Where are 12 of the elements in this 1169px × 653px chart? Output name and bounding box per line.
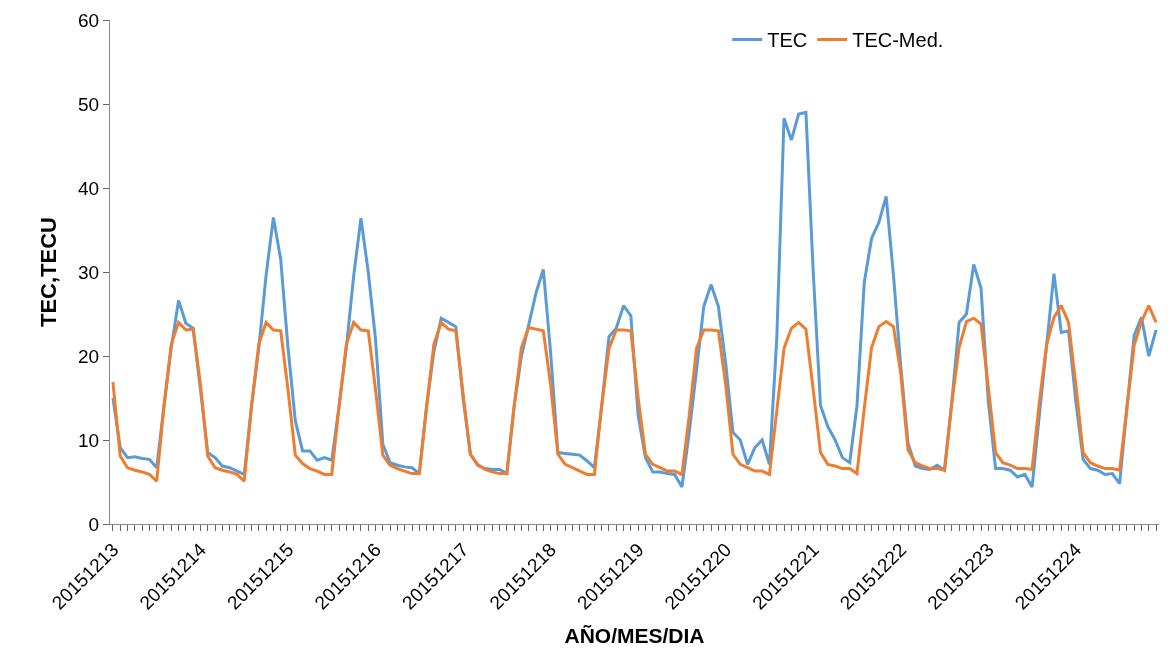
legend-label: TEC-Med. (852, 29, 944, 52)
legend-label: TEC (767, 29, 808, 52)
line-series (111, 304, 1158, 483)
y-axis-title: TEC,TECU (35, 217, 61, 327)
y-tick-label: 50 (78, 93, 100, 115)
y-tick-label: 0 (88, 513, 100, 535)
y-tick-label: 20 (78, 345, 100, 367)
y-tick-label: 40 (78, 177, 100, 199)
x-axis-title: AÑO/MES/DIA (564, 623, 705, 647)
y-tick-label: 10 (78, 429, 100, 451)
y-tick-label: 60 (78, 9, 100, 31)
y-tick-label: 30 (78, 261, 100, 283)
